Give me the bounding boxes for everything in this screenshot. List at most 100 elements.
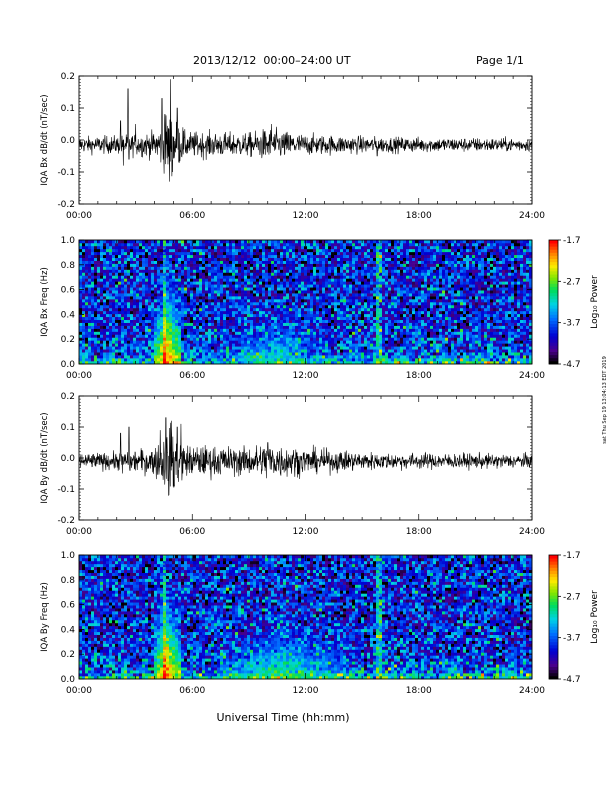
spectrogram-cell bbox=[106, 299, 110, 303]
spectrogram-cell bbox=[388, 263, 392, 267]
spectrogram-cell bbox=[190, 260, 194, 264]
spectrogram-cell bbox=[358, 275, 362, 279]
spectrogram-cell bbox=[292, 245, 296, 250]
spectrogram-cell bbox=[295, 269, 299, 273]
spectrogram-cell bbox=[154, 307, 158, 312]
spectrogram-cell bbox=[142, 290, 146, 294]
spectrogram-cell bbox=[154, 313, 158, 318]
spectrogram-cell bbox=[160, 257, 164, 261]
spectrogram-cell bbox=[376, 296, 380, 300]
spectrogram-cell bbox=[376, 245, 380, 250]
spectrogram-cell bbox=[82, 340, 86, 344]
spectrogram-cell bbox=[202, 340, 206, 344]
spectrogram-cell bbox=[91, 355, 95, 359]
spectrogram-cell bbox=[154, 296, 158, 300]
spectrogram-cell bbox=[94, 278, 98, 282]
spectrogram-cell bbox=[193, 284, 197, 288]
spectrogram-cell bbox=[343, 355, 347, 359]
spectrogram-cell bbox=[214, 349, 218, 353]
spectrogram-cell bbox=[418, 266, 422, 270]
spectrogram-cell bbox=[415, 325, 419, 329]
spectrogram-cell bbox=[376, 278, 380, 282]
spectrogram-cell bbox=[82, 299, 86, 303]
spectrogram-cell bbox=[199, 322, 203, 326]
spectrogram-cell bbox=[160, 251, 164, 256]
spectrogram-cell bbox=[382, 284, 386, 288]
spectrogram-cell bbox=[280, 284, 284, 288]
spectrogram-cell bbox=[397, 322, 401, 326]
spectrogram-cell bbox=[157, 296, 161, 300]
spectrogram-cell bbox=[160, 290, 164, 294]
spectrogram-cell bbox=[385, 331, 389, 335]
spectrogram-cell bbox=[124, 319, 128, 323]
spectrogram-cell bbox=[364, 287, 368, 291]
spectrogram-cell bbox=[271, 304, 275, 309]
spectrogram-cell bbox=[304, 257, 308, 261]
spectrogram-cell bbox=[403, 281, 407, 285]
spectrogram-cell bbox=[409, 346, 413, 350]
spectrogram-cell bbox=[109, 302, 113, 306]
spectrogram-cell bbox=[232, 254, 236, 259]
spectrogram-cell bbox=[319, 257, 323, 261]
spectrogram-cell bbox=[133, 296, 137, 300]
spectrogram-cell bbox=[211, 245, 215, 250]
spectrogram-cell bbox=[208, 290, 212, 294]
spectrogram-cell bbox=[412, 287, 416, 291]
spectrogram-cell bbox=[256, 355, 260, 359]
spectrogram-cell bbox=[313, 257, 317, 261]
spectrogram-cell bbox=[322, 334, 326, 338]
spectrogram-cell bbox=[322, 296, 326, 300]
spectrogram-cell bbox=[184, 343, 188, 347]
spectrogram-cell bbox=[103, 242, 107, 247]
spectrogram-cell bbox=[250, 310, 254, 315]
spectrogram-cell bbox=[175, 240, 179, 244]
spectrogram-cell bbox=[346, 275, 350, 279]
spectrogram-cell bbox=[151, 278, 155, 282]
spectrogram-cell bbox=[187, 349, 191, 353]
spectrogram-cell bbox=[322, 302, 326, 306]
spectrogram-cell bbox=[100, 275, 104, 279]
spectrogram-cell bbox=[253, 304, 257, 309]
spectrogram-cell bbox=[103, 269, 107, 273]
spectrogram-cell bbox=[220, 269, 224, 273]
spectrogram-cell bbox=[376, 316, 380, 321]
spectrogram-cell bbox=[361, 328, 365, 332]
spectrogram-cell bbox=[172, 325, 176, 329]
spectrogram-cell bbox=[184, 355, 188, 359]
spectrogram-cell bbox=[163, 281, 167, 285]
spectrogram-cell bbox=[106, 310, 110, 315]
spectrogram-cell bbox=[229, 328, 233, 332]
spectrogram-cell bbox=[172, 251, 176, 256]
spectrogram-cell bbox=[232, 281, 236, 285]
spectrogram-cell bbox=[79, 349, 83, 353]
spectrogram-cell bbox=[85, 245, 89, 250]
spectrogram-cell bbox=[142, 269, 146, 273]
spectrogram-cell bbox=[274, 358, 278, 362]
spectrogram-cell bbox=[97, 275, 101, 279]
spectrogram-cell bbox=[343, 296, 347, 300]
spectrogram-cell bbox=[343, 337, 347, 341]
spectrogram-cell bbox=[313, 287, 317, 291]
spectrogram-cell bbox=[376, 257, 380, 261]
spectrogram-cell bbox=[205, 275, 209, 279]
spectrogram-cell bbox=[319, 260, 323, 264]
spectrogram-cell bbox=[235, 346, 239, 350]
spectrogram-cell bbox=[352, 346, 356, 350]
spectrogram-cell bbox=[265, 304, 269, 309]
spectrogram-cell bbox=[124, 269, 128, 273]
spectrogram-cell bbox=[235, 240, 239, 244]
spectrogram-cell bbox=[136, 278, 140, 282]
spectrogram-cell bbox=[124, 361, 128, 365]
spectrogram-cell bbox=[118, 358, 122, 362]
spectrogram-cell bbox=[421, 346, 425, 350]
spectrogram-cell bbox=[184, 293, 188, 297]
spectrogram-cell bbox=[268, 257, 272, 261]
spectrogram-cell bbox=[154, 304, 158, 309]
spectrogram-cell bbox=[352, 254, 356, 259]
spectrogram-cell bbox=[277, 340, 281, 344]
spectrogram-cell bbox=[229, 293, 233, 297]
spectrogram-cell bbox=[400, 260, 404, 264]
spectrogram-cell bbox=[394, 296, 398, 300]
spectrogram-cell bbox=[97, 304, 101, 309]
spectrogram-cell bbox=[187, 275, 191, 279]
